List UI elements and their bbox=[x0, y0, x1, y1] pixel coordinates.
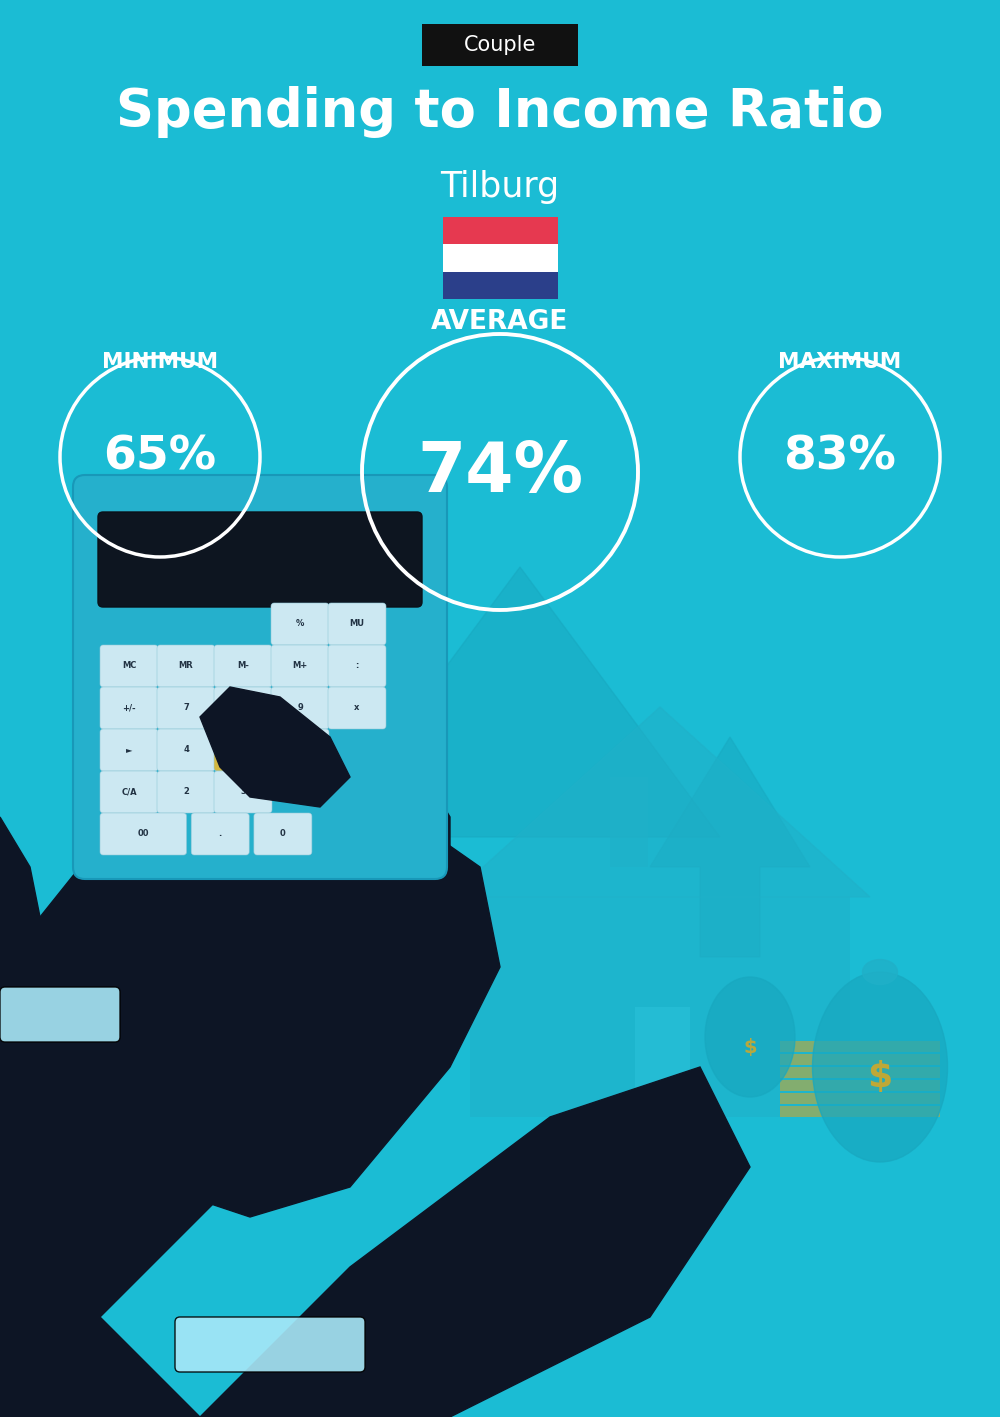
FancyBboxPatch shape bbox=[98, 512, 422, 606]
Text: ►: ► bbox=[126, 745, 132, 754]
FancyBboxPatch shape bbox=[157, 645, 215, 687]
Text: :: : bbox=[355, 662, 359, 670]
Bar bbox=[610, 777, 648, 867]
Text: MAXIMUM: MAXIMUM bbox=[778, 351, 902, 373]
Text: 83%: 83% bbox=[784, 435, 896, 479]
Text: 5: 5 bbox=[240, 745, 246, 754]
Bar bbox=[780, 1067, 940, 1078]
FancyBboxPatch shape bbox=[271, 645, 329, 687]
FancyBboxPatch shape bbox=[157, 771, 215, 813]
Text: 2: 2 bbox=[183, 788, 189, 796]
FancyBboxPatch shape bbox=[100, 771, 158, 813]
FancyBboxPatch shape bbox=[328, 645, 386, 687]
FancyBboxPatch shape bbox=[100, 645, 158, 687]
FancyBboxPatch shape bbox=[100, 728, 158, 771]
FancyBboxPatch shape bbox=[271, 728, 329, 771]
FancyBboxPatch shape bbox=[157, 728, 215, 771]
Polygon shape bbox=[450, 707, 870, 897]
Polygon shape bbox=[320, 567, 720, 837]
Bar bbox=[635, 1007, 690, 1117]
Text: AVERAGE: AVERAGE bbox=[431, 309, 569, 334]
Text: MC: MC bbox=[122, 662, 136, 670]
FancyBboxPatch shape bbox=[328, 604, 386, 645]
FancyBboxPatch shape bbox=[73, 475, 447, 879]
FancyBboxPatch shape bbox=[191, 813, 249, 854]
Text: MINIMUM: MINIMUM bbox=[102, 351, 218, 373]
Text: 4: 4 bbox=[183, 745, 189, 754]
Text: 0: 0 bbox=[280, 829, 286, 839]
Text: .: . bbox=[219, 829, 222, 839]
Text: x: x bbox=[354, 703, 360, 713]
FancyBboxPatch shape bbox=[214, 728, 272, 771]
FancyBboxPatch shape bbox=[271, 604, 329, 645]
Text: 3: 3 bbox=[240, 788, 246, 796]
Polygon shape bbox=[0, 717, 450, 1417]
Text: 65%: 65% bbox=[103, 435, 217, 479]
Text: %: % bbox=[296, 619, 304, 629]
Text: $: $ bbox=[867, 1060, 893, 1094]
FancyBboxPatch shape bbox=[422, 24, 578, 67]
Ellipse shape bbox=[813, 972, 948, 1162]
Bar bbox=[780, 1093, 940, 1104]
Text: M-: M- bbox=[237, 662, 249, 670]
Bar bbox=[780, 1041, 940, 1051]
FancyBboxPatch shape bbox=[328, 687, 386, 728]
Text: C/A: C/A bbox=[121, 788, 137, 796]
Polygon shape bbox=[200, 687, 350, 808]
Text: $: $ bbox=[743, 1037, 757, 1057]
Text: Couple: Couple bbox=[464, 35, 536, 55]
Text: 00: 00 bbox=[138, 829, 149, 839]
FancyBboxPatch shape bbox=[175, 1316, 365, 1372]
FancyBboxPatch shape bbox=[157, 687, 215, 728]
Text: MR: MR bbox=[179, 662, 193, 670]
Polygon shape bbox=[0, 796, 500, 1217]
Bar bbox=[470, 897, 850, 1117]
FancyBboxPatch shape bbox=[100, 813, 186, 854]
Text: M+: M+ bbox=[292, 662, 308, 670]
Polygon shape bbox=[0, 1067, 750, 1417]
Text: +/-: +/- bbox=[122, 703, 136, 713]
Bar bbox=[780, 1080, 940, 1091]
Text: Tilburg: Tilburg bbox=[440, 170, 560, 204]
Bar bbox=[442, 217, 558, 244]
FancyBboxPatch shape bbox=[0, 988, 120, 1041]
FancyBboxPatch shape bbox=[214, 687, 272, 728]
Bar bbox=[442, 244, 558, 272]
Bar bbox=[780, 1107, 940, 1117]
Text: 74%: 74% bbox=[417, 438, 583, 506]
Text: Spending to Income Ratio: Spending to Income Ratio bbox=[116, 86, 884, 137]
Text: -: - bbox=[298, 745, 302, 754]
Ellipse shape bbox=[705, 976, 795, 1097]
Text: MU: MU bbox=[350, 619, 364, 629]
Ellipse shape bbox=[862, 959, 898, 985]
Polygon shape bbox=[650, 737, 810, 956]
Bar bbox=[780, 1054, 940, 1066]
FancyBboxPatch shape bbox=[254, 813, 312, 854]
FancyBboxPatch shape bbox=[271, 687, 329, 728]
Text: 7: 7 bbox=[183, 703, 189, 713]
Text: 8: 8 bbox=[240, 703, 246, 713]
FancyBboxPatch shape bbox=[100, 687, 158, 728]
FancyBboxPatch shape bbox=[214, 645, 272, 687]
Bar bbox=[442, 272, 558, 299]
Text: 9: 9 bbox=[297, 703, 303, 713]
FancyBboxPatch shape bbox=[214, 771, 272, 813]
